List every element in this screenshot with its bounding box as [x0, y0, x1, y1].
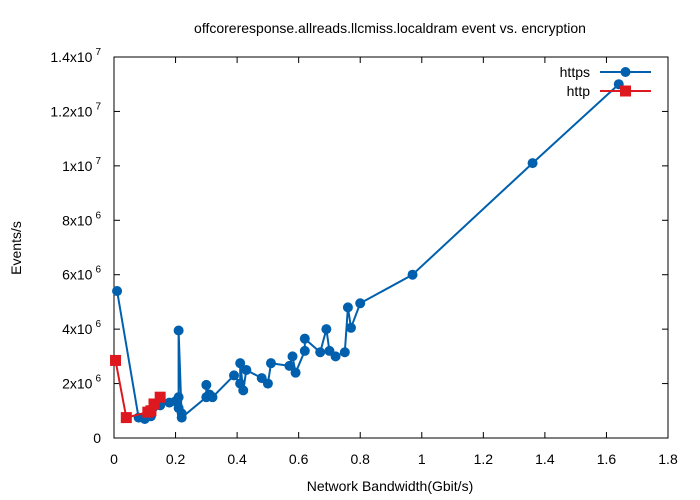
y-axis-label: Events/s — [8, 221, 24, 275]
legend: https http — [560, 64, 651, 99]
series-https-point — [407, 269, 418, 280]
x-tick-label: 1.4 — [535, 451, 555, 467]
x-tick-label: 0.4 — [227, 451, 247, 467]
x-tick-label: 0.8 — [350, 451, 370, 467]
legend-marker-https — [620, 67, 631, 77]
y-tick-mantissa: 1x10 — [62, 158, 93, 174]
y-tick-exponent: 7 — [95, 101, 101, 112]
series-https-point — [112, 286, 123, 297]
y-tick-mantissa: 2x10 — [62, 376, 93, 392]
series-https-point — [342, 302, 353, 313]
series-http-point — [148, 398, 160, 410]
y-tick-mantissa: 6x10 — [62, 267, 93, 283]
y-tick-mantissa: 4x10 — [62, 321, 93, 337]
y-tick-label: 6x10 6 — [62, 265, 101, 283]
y-tick-exponent: 6 — [95, 265, 101, 276]
x-tick-label: 1 — [418, 451, 426, 467]
y-tick-mantissa: 0 — [93, 430, 101, 446]
y-tick-label: 8x10 6 — [62, 210, 101, 228]
series-https-point — [315, 347, 326, 358]
series-https-point — [241, 364, 252, 375]
series-https-point — [290, 367, 301, 378]
series-layer — [110, 79, 624, 424]
series-https-point — [173, 325, 184, 336]
series-https-point — [287, 351, 298, 362]
x-tick-label: 0.2 — [166, 451, 186, 467]
series-https-point — [330, 351, 341, 362]
y-tick-mantissa: 1.4x10 — [50, 49, 92, 65]
series-https-point — [262, 378, 273, 389]
y-tick-label: 1.4x10 7 — [50, 47, 101, 65]
series-https-point — [176, 412, 187, 423]
series-http-point — [145, 405, 157, 417]
series-http — [110, 354, 166, 424]
y-tick-exponent: 6 — [95, 319, 101, 330]
x-tick-label: 0 — [110, 451, 118, 467]
x-tick-label: 1.6 — [597, 451, 617, 467]
x-axis-label: Network Bandwidth(Gbit/s) — [307, 478, 474, 494]
series-https-point — [339, 347, 350, 358]
y-tick-exponent: 7 — [95, 156, 101, 167]
plot-border — [113, 56, 669, 439]
series-http-point — [110, 354, 122, 366]
y-tick-exponent: 6 — [95, 210, 101, 221]
y-tick-label: 4x10 6 — [62, 319, 101, 337]
series-https-point — [201, 379, 212, 390]
series-https-point — [345, 322, 356, 333]
x-tick-label: 0.6 — [289, 451, 309, 467]
series-https-point — [321, 324, 332, 335]
y-tick-mantissa: 1.2x10 — [50, 103, 92, 119]
x-tick-label: 1.2 — [474, 451, 494, 467]
series-https-point — [299, 333, 310, 344]
legend-marker-http — [620, 85, 631, 97]
legend-label-http: http — [567, 83, 591, 99]
y-tick-label: 2x10 6 — [62, 374, 101, 392]
series-https-point — [355, 298, 366, 309]
y-tick-label: 1.2x10 7 — [50, 101, 101, 119]
series-https-point — [265, 358, 276, 369]
series-https-point — [173, 392, 184, 403]
series-https-point — [229, 370, 240, 381]
series-https-point — [235, 358, 246, 369]
series-https-point — [299, 345, 310, 356]
chart-title: offcoreresponse.allreads.llcmiss.localdr… — [194, 20, 586, 36]
y-tick-label: 0 — [93, 430, 101, 446]
series-http-point — [120, 412, 132, 424]
y-tick-exponent: 6 — [95, 374, 101, 385]
series-http-point — [154, 391, 166, 403]
series-https-point — [284, 360, 295, 371]
y-tick-exponent: 7 — [95, 47, 101, 58]
series-https-point — [207, 392, 218, 403]
series-https-point — [238, 385, 249, 396]
series-https-point — [527, 158, 538, 169]
x-tick-label: 1.8 — [658, 451, 678, 467]
legend-label-https: https — [560, 64, 590, 80]
y-tick-mantissa: 8x10 — [62, 212, 93, 228]
y-tick-label: 1x10 7 — [62, 156, 101, 174]
